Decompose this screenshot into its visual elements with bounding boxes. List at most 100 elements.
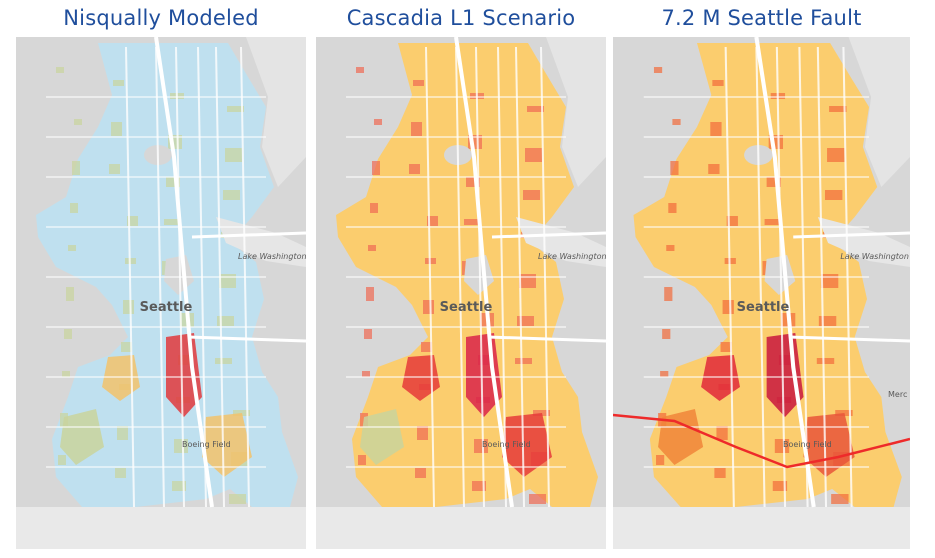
hazard-cell [766, 177, 781, 187]
lake-washington [817, 217, 910, 267]
hazard-cell [716, 426, 728, 440]
hazard-cell [662, 329, 671, 339]
map-panel-seattle-fault: Seattle Lake Washington Boeing Field Merc [613, 37, 910, 549]
map-panel-nisqually: Seattle Lake Washington Boeing Field [16, 37, 306, 549]
hazard-cell [423, 300, 434, 314]
hazard-cell [672, 119, 681, 125]
hazard-cell [74, 119, 82, 125]
label-seattle: Seattle [440, 300, 493, 315]
hazard-cell [109, 164, 120, 174]
hazard-patch [466, 333, 502, 417]
label-lake-washington: Lake Washington [538, 252, 606, 261]
hazard-cell [58, 455, 66, 465]
hazard-cell [413, 80, 424, 86]
hazard-cell [820, 274, 839, 288]
label-lake-washington: Lake Washington [238, 252, 306, 261]
hazard-cell [362, 371, 370, 377]
hazard-cell [714, 468, 726, 478]
hazard-cell [366, 287, 374, 301]
hazard-cell [415, 468, 426, 478]
hazard-cell [720, 342, 732, 352]
hazard-cell [368, 245, 376, 251]
hazard-cell [123, 300, 134, 314]
panel-title-seattle-fault: 7.2 M Seattle Fault [661, 6, 862, 30]
hazard-cell [372, 161, 380, 175]
hazard-cell [411, 122, 422, 136]
hazard-cell [127, 216, 138, 226]
hazard-cell [421, 342, 432, 352]
hazard-cell [772, 481, 788, 491]
hazard-cell [829, 106, 847, 112]
hazard-cell [121, 342, 132, 352]
hazard-cell [356, 67, 364, 73]
hazard-cell [670, 161, 679, 175]
hazard-cell [726, 216, 738, 226]
hazard-patch [658, 409, 704, 465]
hazard-cell [517, 316, 534, 326]
hazard-cell [525, 148, 542, 162]
hazard-cell [113, 80, 124, 86]
bridge-520 [491, 231, 606, 239]
hazard-cell [217, 316, 234, 326]
panel-title-nisqually: Nisqually Modeled [63, 6, 259, 30]
hazard-cell [708, 164, 720, 174]
hazard-cell [824, 190, 843, 200]
hazard-cell [666, 245, 675, 251]
map-panel-cascadia: Seattle Lake Washington Boeing Field [316, 37, 606, 549]
label-seattle: Seattle [737, 300, 790, 315]
hazard-cell [710, 122, 722, 136]
label-boeing-field: Boeing Field [182, 440, 231, 449]
hazard-cell [68, 245, 76, 251]
hazard-cell [764, 219, 779, 225]
map-nisqually: Seattle Lake Washington Boeing Field [16, 37, 306, 549]
hazard-patch [102, 355, 140, 401]
hazard-cell [774, 439, 790, 453]
hazard-cell [427, 216, 438, 226]
seattle-fault-line [613, 413, 910, 469]
map-layer [613, 37, 910, 549]
hazard-cell [835, 410, 853, 416]
panel-title-cascadia: Cascadia L1 Scenario [346, 6, 576, 30]
hazard-cell [527, 106, 544, 112]
hazard-cell [66, 287, 74, 301]
map-layer [316, 37, 606, 549]
hazard-cell [831, 494, 849, 504]
map-seattle-fault: Seattle Lake Washington Boeing Field Merc [613, 37, 910, 549]
basemap-south [316, 507, 606, 549]
hazard-cell [223, 190, 240, 200]
lake-washington [516, 217, 606, 267]
hazard-cell [374, 119, 382, 125]
hazard-cell [712, 80, 724, 86]
bridge-i90 [789, 335, 910, 343]
hazard-cell [115, 468, 126, 478]
hazard-patch [360, 409, 404, 465]
bridge-520 [191, 231, 306, 239]
hazard-cell [668, 203, 677, 213]
hazard-cell [174, 439, 188, 453]
lake-washington [216, 217, 306, 267]
hazard-cell [660, 371, 669, 377]
highway-i5 [454, 37, 514, 508]
basemap-east-shore [546, 37, 606, 187]
hazard-cell [533, 410, 550, 416]
hazard-cell [370, 203, 378, 213]
hazard-cell [358, 455, 366, 465]
hazard-cell [62, 371, 70, 377]
map-cascadia: Seattle Lake Washington Boeing Field [316, 37, 606, 549]
hazard-patch [60, 409, 104, 465]
hazard-cell [56, 67, 64, 73]
hazard-cell [233, 410, 250, 416]
hazard-patch [166, 333, 202, 417]
label-lake-washington: Lake Washington [840, 252, 909, 261]
highway-i5 [154, 37, 214, 508]
highway-i5 [754, 37, 816, 508]
hazard-cell [409, 164, 420, 174]
hazard-patch [502, 413, 552, 477]
label-seattle: Seattle [140, 300, 193, 315]
hazard-cell [219, 274, 236, 288]
basemap-east-shore [246, 37, 306, 187]
hazard-cell [515, 358, 532, 364]
hazard-cell [72, 161, 80, 175]
hazard-cell [166, 177, 180, 187]
hazard-cell [364, 329, 372, 339]
